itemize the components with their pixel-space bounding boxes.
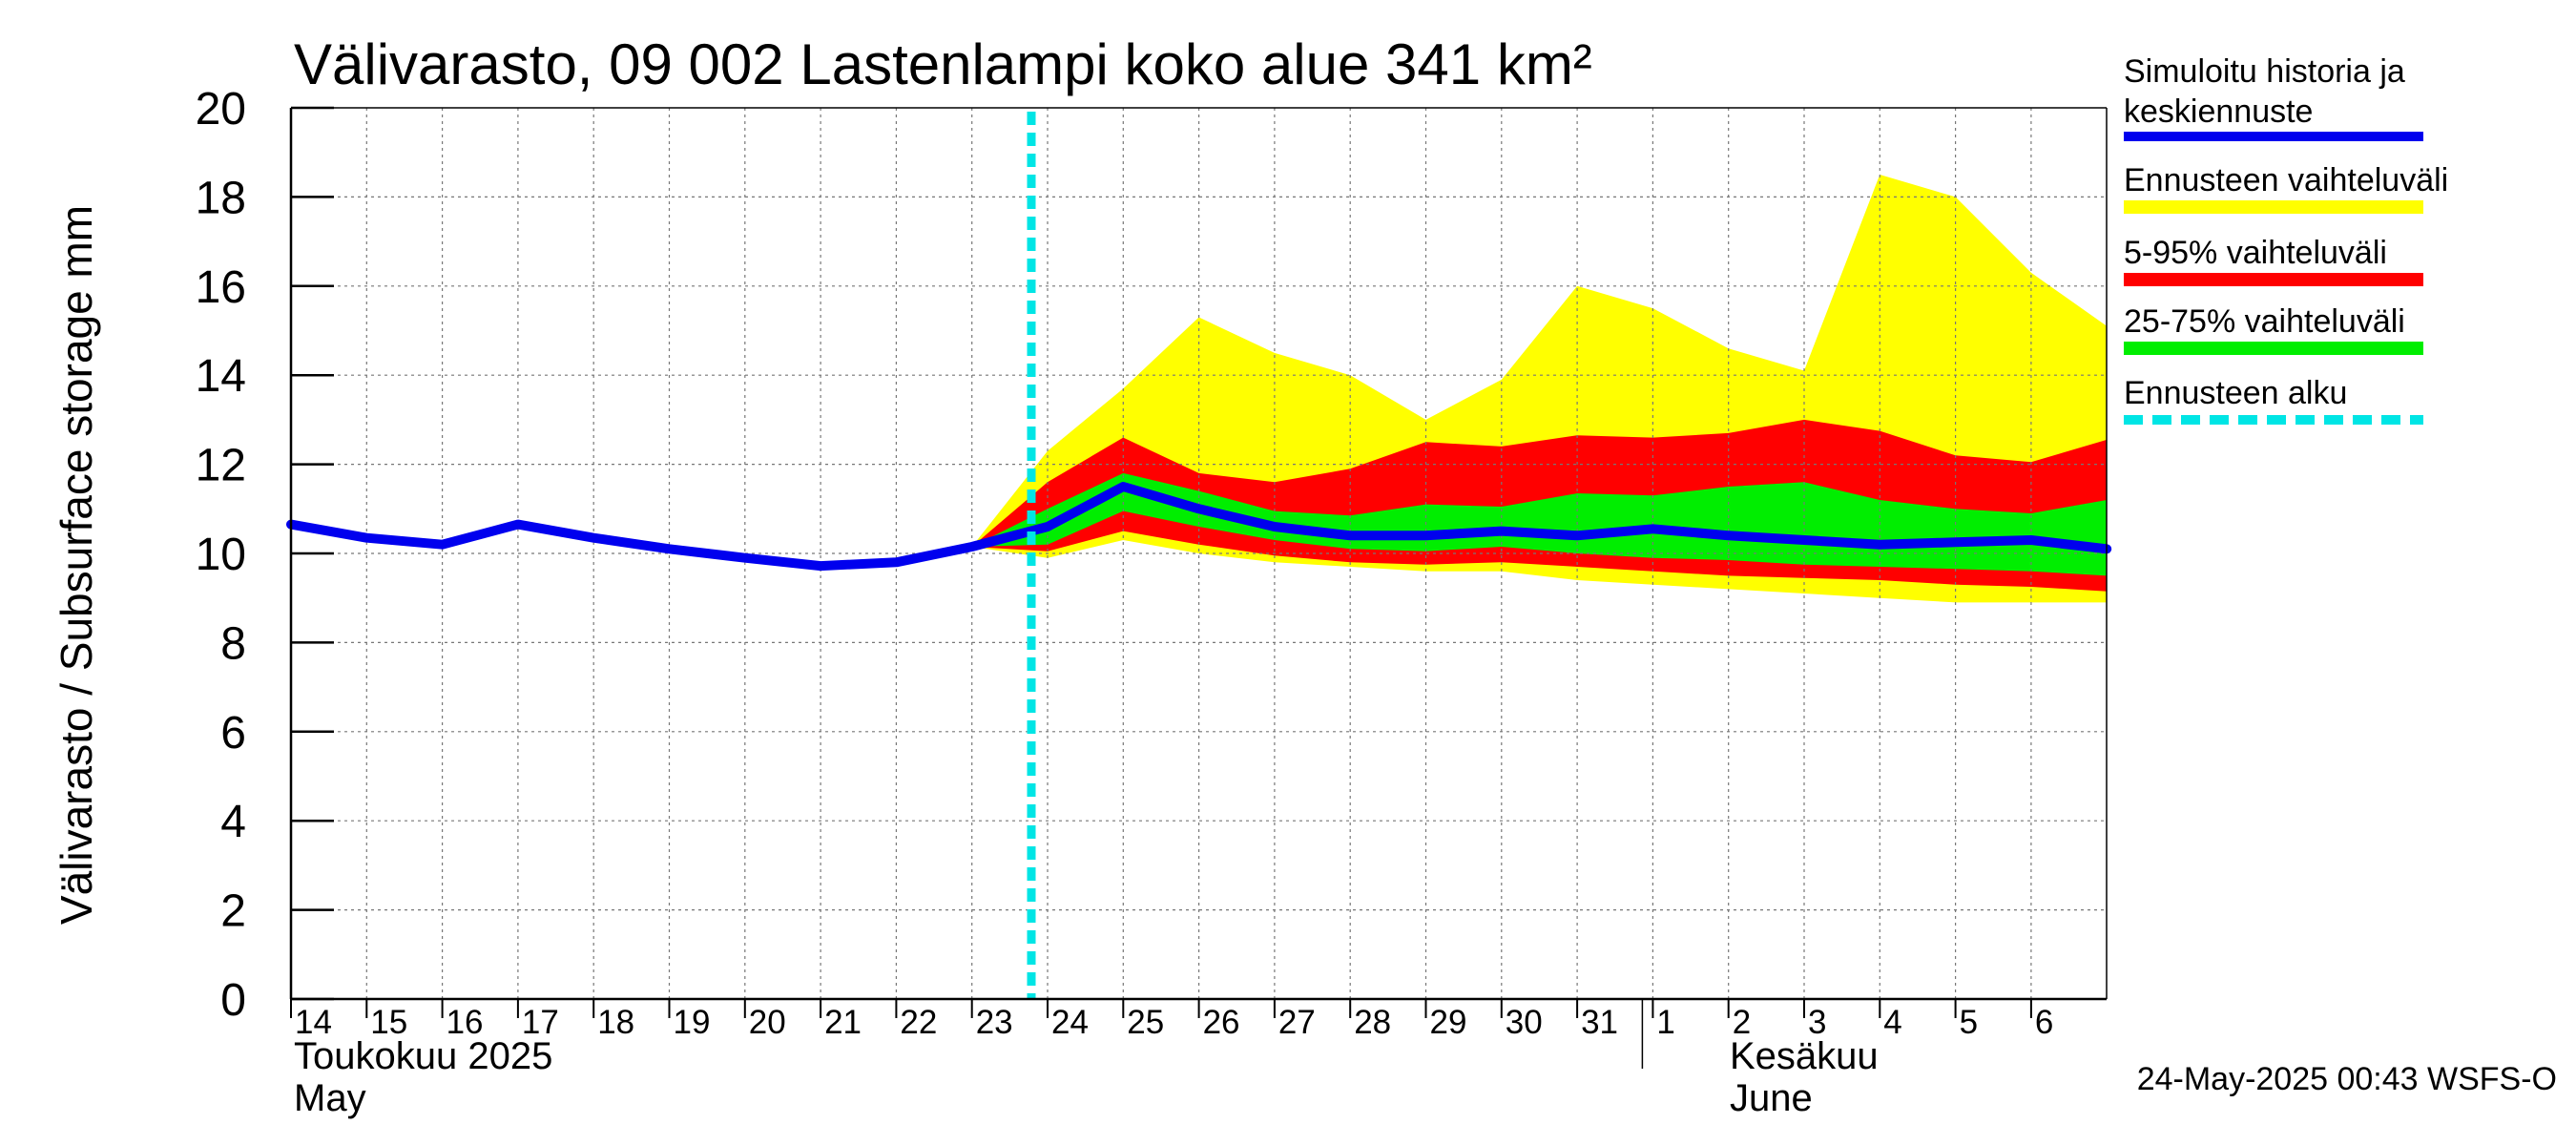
- legend-label-median-1: Simuloitu historia ja: [2124, 53, 2405, 90]
- x-tick-labels: 14 15 16 17 18 19 20 21 22 23 24 25 26 27 28 29 30 31 1 2 3 4…: [295, 1004, 2053, 1041]
- x-tick-label: 4: [1883, 1004, 1901, 1041]
- grid-lines: [291, 108, 2107, 999]
- x-tick-label: 5: [1960, 1004, 1978, 1041]
- legend: Simuloitu historia ja keskiennuste Ennus…: [2124, 53, 2448, 425]
- y-tick-label: 12: [196, 441, 246, 491]
- y-tick-label: 0: [220, 975, 246, 1026]
- month-label-june-en: June: [1730, 1077, 1813, 1119]
- x-tick-label: 1: [1656, 1004, 1674, 1041]
- x-tick-label: 23: [976, 1004, 1013, 1041]
- x-tick-label: 20: [749, 1004, 786, 1041]
- x-tick-label: 6: [2035, 1004, 2053, 1041]
- median-series: [286, 482, 2112, 572]
- month-label-may-en: May: [294, 1077, 366, 1119]
- month-label-june-fi: Kesäkuu: [1730, 1035, 1879, 1077]
- chart-title: Välivarasto, 09 002 Lastenlampi koko alu…: [294, 32, 1592, 96]
- y-tick-label: 20: [196, 84, 246, 135]
- legend-label-forecast-start: Ennusteen alku: [2124, 375, 2347, 411]
- legend-label-5-95: 5-95% vaihteluväli: [2124, 235, 2387, 271]
- legend-label-median-2: keskiennuste: [2124, 94, 2313, 130]
- x-tick-label: 27: [1278, 1004, 1316, 1041]
- y-tick-label: 14: [196, 351, 246, 402]
- x-tick-label: 3: [1808, 1004, 1826, 1041]
- x-tick-label: 24: [1051, 1004, 1089, 1041]
- x-tick-label: 16: [447, 1004, 484, 1041]
- y-tick-label: 2: [220, 886, 246, 937]
- timestamp-footer: 24-May-2025 00:43 WSFS-O: [2137, 1061, 2557, 1097]
- x-tick-label: 31: [1581, 1004, 1618, 1041]
- legend-label-25-75: 25-75% vaihteluväli: [2124, 303, 2405, 340]
- x-tick-label: 30: [1506, 1004, 1543, 1041]
- forecast-bands: [971, 175, 2108, 603]
- x-tick-label: 21: [824, 1004, 862, 1041]
- axes: [289, 106, 2108, 1069]
- x-tick-label: 22: [900, 1004, 937, 1041]
- band-3: [971, 472, 2108, 576]
- legend-label-full-range: Ennusteen vaihteluväli: [2124, 162, 2448, 198]
- y-axis-label: Välivarasto / Subsurface storage mm: [52, 205, 101, 925]
- x-tick-label: 28: [1354, 1004, 1391, 1041]
- y-tick-label: 18: [196, 173, 246, 223]
- x-tick-label: 14: [295, 1004, 332, 1041]
- x-tick-label: 15: [370, 1004, 407, 1041]
- y-tick-label: 16: [196, 262, 246, 313]
- x-tick-label: 17: [522, 1004, 559, 1041]
- x-tick-label: 26: [1203, 1004, 1240, 1041]
- x-tick-label: 29: [1430, 1004, 1467, 1041]
- x-tick-label: 19: [674, 1004, 711, 1041]
- x-tick-label: 25: [1127, 1004, 1164, 1041]
- x-tick-label: 2: [1733, 1004, 1751, 1041]
- month-label-may-fi: Toukokuu 2025: [294, 1035, 552, 1077]
- y-tick-labels: 0 2 4 6 8 10 12 14 16 18 20: [196, 84, 246, 1026]
- x-tick-label: 18: [597, 1004, 634, 1041]
- y-tick-label: 6: [220, 708, 246, 759]
- y-tick-label: 10: [196, 530, 246, 580]
- y-tick-label: 4: [220, 797, 246, 847]
- y-tick-label: 8: [220, 618, 246, 669]
- median-line: [286, 482, 2112, 572]
